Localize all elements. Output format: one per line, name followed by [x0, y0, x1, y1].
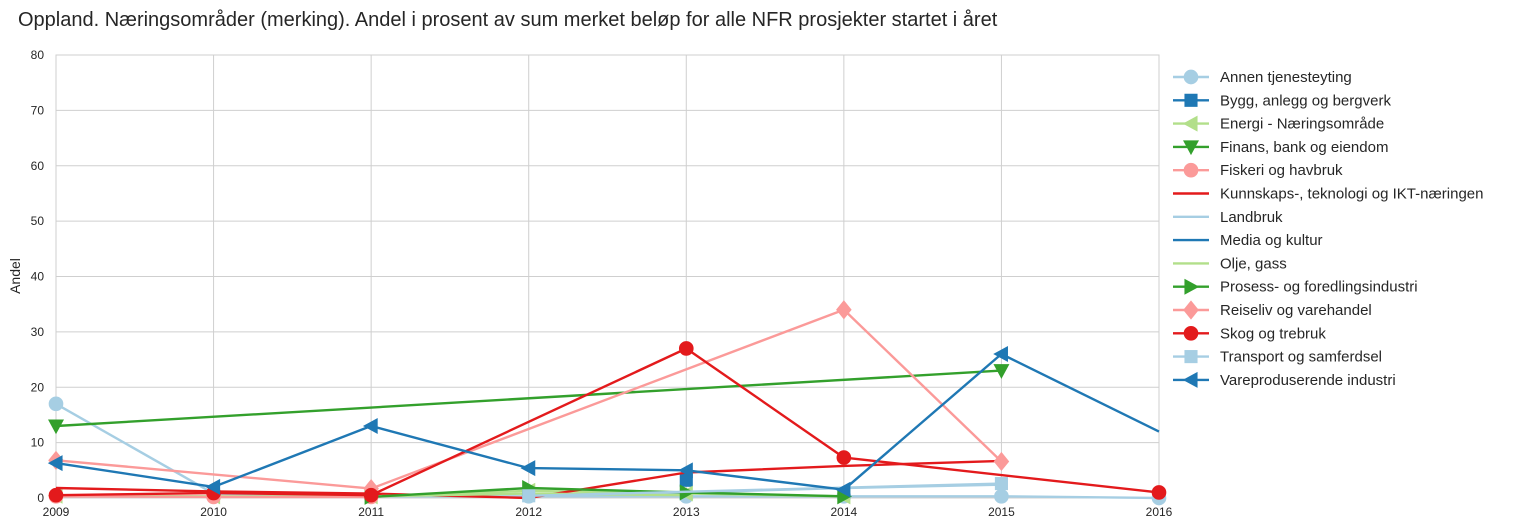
data-point [678, 341, 694, 356]
data-point [994, 477, 1008, 491]
data-point [1184, 350, 1198, 364]
data-point [522, 489, 536, 503]
legend-label: Media og kultur [1220, 232, 1323, 249]
data-point [1183, 300, 1199, 320]
legend-label: Annen tjenesteyting [1220, 69, 1352, 86]
data-point [994, 489, 1009, 504]
chart-title: Oppland. Næringsområder (merking). Andel… [18, 9, 998, 31]
x-tick-label: 2014 [831, 505, 858, 519]
legend-label: Prosess- og foredlingsindustri [1220, 279, 1418, 296]
series-13 [47, 346, 1008, 498]
series-line [1000, 352, 1160, 433]
data-point [48, 487, 64, 503]
data-point [993, 346, 1008, 363]
plot-frame [55, 54, 1160, 499]
y-tick-label: 40 [31, 270, 45, 284]
data-point [835, 481, 851, 498]
x-tick-label: 2010 [200, 505, 227, 519]
series-7 [1000, 352, 1160, 433]
x-tick-label: 2016 [1146, 505, 1173, 519]
legend-label: Reiseliv og varehandel [1220, 302, 1372, 319]
legend-entry: Fiskeri og havbruk [1173, 162, 1343, 179]
legend-entry: Finans, bank og eiendom [1173, 139, 1388, 156]
y-tick-label: 80 [31, 48, 45, 62]
data-point [205, 478, 221, 495]
data-point [836, 300, 852, 320]
legend-label: Skog og trebruk [1220, 325, 1326, 342]
data-point [1183, 69, 1199, 85]
series-line [55, 308, 1003, 490]
legend-label: Vareproduserende industri [1220, 372, 1396, 389]
data-point [1184, 93, 1198, 107]
data-point [1183, 325, 1199, 341]
x-tick-label: 2011 [358, 505, 384, 519]
data-point [1151, 485, 1167, 500]
series-line [55, 369, 1002, 428]
data-point [1184, 278, 1200, 295]
legend-label: Finans, bank og eiendom [1220, 139, 1388, 156]
legend-entry: Kunnskaps-, teknologi og IKT-næringen [1173, 186, 1484, 203]
legend-entry: Annen tjenesteyting [1173, 69, 1352, 86]
legend-entry: Bygg, anlegg og bergverk [1173, 92, 1391, 109]
data-point [1183, 162, 1199, 178]
data-point [678, 462, 693, 479]
y-tick-label: 50 [31, 214, 45, 228]
y-tick-label: 70 [31, 103, 45, 117]
series-12 [522, 477, 1008, 503]
legend-entry: Transport og samferdsel [1173, 349, 1382, 366]
legend: Annen tjenesteyting Bygg, anlegg og bergv… [1173, 69, 1484, 389]
y-tick-label: 30 [31, 325, 45, 339]
legend-label: Landbruk [1220, 209, 1283, 226]
legend-entry: Media og kultur [1173, 232, 1323, 249]
data-point [1183, 140, 1199, 156]
data-point [48, 419, 64, 435]
series-line [528, 482, 1002, 497]
x-tick-label: 2009 [43, 505, 70, 519]
series-line [371, 486, 844, 499]
legend-label: Olje, gass [1220, 255, 1287, 272]
legend-entry: Olje, gass [1173, 255, 1287, 272]
data-point [836, 450, 852, 465]
legend-entry: Energi - Næringsområde [1173, 116, 1384, 133]
data-point [362, 418, 378, 435]
x-tick-label: 2013 [673, 505, 700, 519]
legend-label: Transport og samferdsel [1220, 349, 1382, 366]
data-point [47, 455, 63, 472]
y-tick-label: 0 [37, 491, 44, 505]
legend-entry: Reiseliv og varehandel [1173, 300, 1372, 320]
y-tick-label: 10 [31, 436, 45, 450]
data-point [363, 487, 379, 503]
y-axis-ticks: 0 10 20 30 40 50 60 70 80 [31, 48, 45, 505]
legend-label: Energi - Næringsområde [1220, 116, 1384, 133]
data-point [1182, 115, 1198, 132]
series-3 [48, 364, 1010, 435]
legend-label: Fiskeri og havbruk [1220, 162, 1343, 179]
x-tick-label: 2015 [988, 505, 1015, 519]
series-layer [47, 300, 1167, 506]
data-point [520, 460, 536, 477]
data-point [993, 364, 1010, 379]
series-line [55, 347, 1160, 497]
legend-label: Kunnskaps-, teknologi og IKT-næringen [1220, 186, 1484, 203]
y-axis-label: Andel [7, 258, 23, 294]
legend-entry: Skog og trebruk [1173, 325, 1326, 342]
data-point [993, 451, 1010, 472]
y-tick-label: 20 [31, 380, 45, 394]
grid [55, 54, 1160, 499]
data-point [1182, 371, 1198, 388]
legend-entry: Vareproduserende industri [1173, 372, 1396, 389]
legend-label: Bygg, anlegg og bergverk [1220, 92, 1391, 109]
x-tick-label: 2012 [515, 505, 542, 519]
data-point [48, 396, 64, 412]
legend-entry: Prosess- og foredlingsindustri [1173, 279, 1418, 296]
y-tick-label: 60 [31, 159, 45, 173]
legend-entry: Landbruk [1173, 209, 1283, 226]
x-axis-ticks: 2009 2010 2011 2012 2013 2014 2015 2016 [43, 505, 1173, 519]
